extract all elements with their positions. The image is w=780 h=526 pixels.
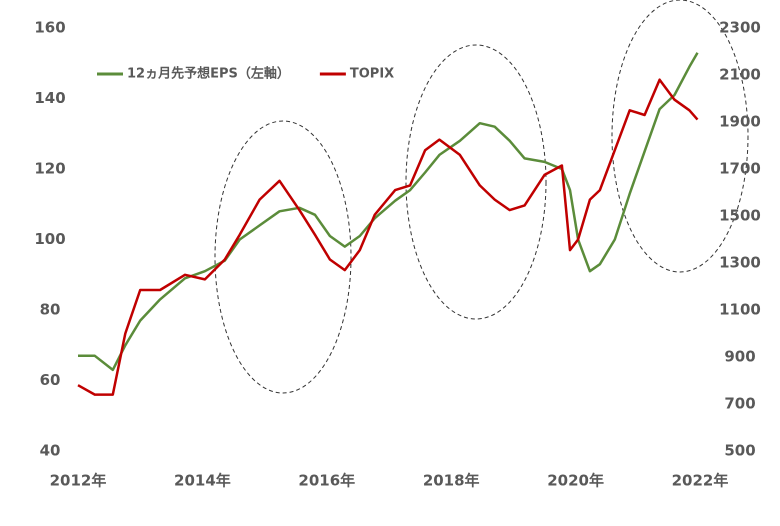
- x-tick-label: 2020年: [547, 472, 604, 490]
- y-tick-label: 40: [40, 442, 61, 460]
- y2-tick-label: 2300: [719, 19, 761, 37]
- y2-tick-label: 500: [724, 442, 755, 460]
- y2-tick-label: 1100: [719, 301, 761, 319]
- x-tick-label: 2016年: [298, 472, 355, 490]
- y2-tick-label: 2100: [719, 66, 761, 84]
- y2-tick-label: 700: [724, 395, 755, 413]
- y-tick-label: 120: [34, 160, 65, 178]
- y-tick-label: 160: [34, 19, 65, 37]
- legend-label: TOPIX: [350, 67, 394, 82]
- x-tick-label: 2012年: [50, 472, 107, 490]
- y-tick-label: 60: [40, 371, 61, 389]
- y-tick-label: 80: [40, 301, 61, 319]
- x-tick-label: 2018年: [423, 472, 480, 490]
- ellipse: [611, 0, 749, 273]
- legend-label: 12ヵ月先予想EPS（左軸）: [127, 66, 290, 82]
- series-line: [77, 78, 699, 396]
- series-line: [78, 52, 699, 372]
- y2-tick-label: 1900: [719, 113, 761, 131]
- ellipse: [214, 120, 352, 394]
- y2-tick-label: 1300: [719, 254, 761, 272]
- y2-tick-label: 1500: [719, 207, 761, 225]
- y2-tick-label: 1700: [719, 160, 761, 178]
- ellipse: [405, 44, 547, 320]
- y-tick-label: 140: [34, 89, 65, 107]
- x-tick-label: 2022年: [672, 472, 729, 490]
- y2-tick-label: 900: [724, 348, 755, 366]
- x-tick-label: 2014年: [174, 472, 231, 490]
- annotation-ellipses: [214, 0, 749, 394]
- y-tick-label: 100: [34, 230, 65, 248]
